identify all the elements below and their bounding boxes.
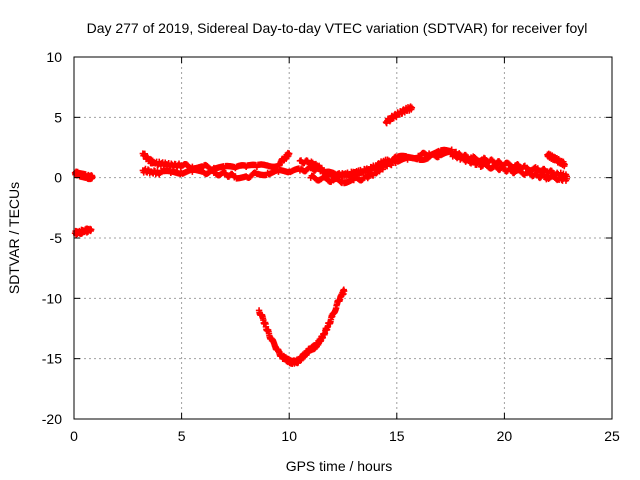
axis-ticks: 0 5 10 15 20 25 -20 -15 -10 -5 0 5 10 [42,49,620,444]
data-point [340,287,348,295]
x-tick-label: 20 [497,428,513,444]
series-trace-d [139,163,325,182]
grid-lines [74,57,612,419]
y-axis-label: SDTVAR / TECUs [6,182,22,294]
chart-title: Day 277 of 2019, Sidereal Day-to-day VTE… [87,20,588,36]
data-points [71,103,571,368]
x-tick-label: 10 [281,428,297,444]
x-tick-label: 0 [70,428,78,444]
y-tick-label: 10 [46,49,62,65]
y-tick-label: -15 [42,351,62,367]
data-point [408,104,416,111]
y-tick-label: -5 [50,230,63,246]
data-point [464,155,472,162]
x-tick-label: 5 [178,428,186,444]
x-axis-label: GPS time / hours [286,458,393,474]
series-trace-i [255,286,348,368]
data-point [561,161,568,168]
data-point [88,226,95,233]
x-tick-label: 25 [604,428,620,444]
series-trace-b [71,225,95,238]
y-tick-label: -20 [42,411,62,427]
data-point [89,173,96,180]
y-tick-label: 5 [54,109,62,125]
data-point [373,170,380,177]
series-trace-a [71,168,96,183]
data-point [286,150,293,157]
series-trace-g [544,150,568,170]
series-trace-h [382,103,416,127]
data-point [451,150,459,157]
data-point [563,175,571,183]
series-trace-c [139,149,293,173]
data-point [383,163,391,170]
x-tick-label: 15 [389,428,405,444]
y-tick-label: 0 [54,170,62,186]
y-tick-label: -10 [42,290,62,306]
series-trace-f [307,148,571,187]
